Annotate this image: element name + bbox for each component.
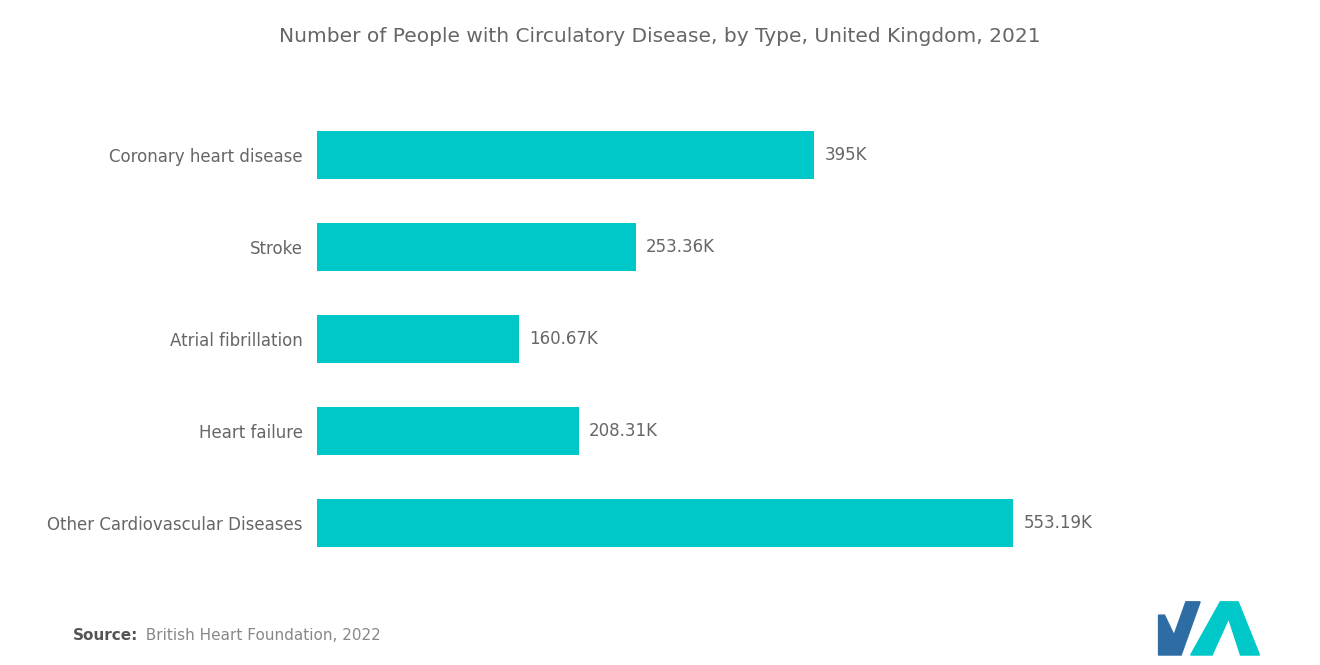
- Text: 208.31K: 208.31K: [589, 422, 659, 440]
- Text: 160.67K: 160.67K: [529, 330, 598, 348]
- Polygon shape: [1191, 602, 1259, 655]
- Bar: [317, 499, 1014, 547]
- Text: Number of People with Circulatory Disease, by Type, United Kingdom, 2021: Number of People with Circulatory Diseas…: [280, 27, 1040, 46]
- Text: British Heart Foundation, 2022: British Heart Foundation, 2022: [136, 628, 380, 642]
- Text: 395K: 395K: [824, 146, 867, 164]
- Text: 253.36K: 253.36K: [645, 238, 715, 256]
- Text: Source:: Source:: [73, 628, 139, 642]
- Bar: [317, 407, 579, 455]
- Bar: [317, 223, 636, 271]
- Polygon shape: [1159, 602, 1200, 655]
- Bar: [317, 131, 814, 179]
- Bar: [317, 315, 519, 363]
- Text: 553.19K: 553.19K: [1023, 514, 1092, 532]
